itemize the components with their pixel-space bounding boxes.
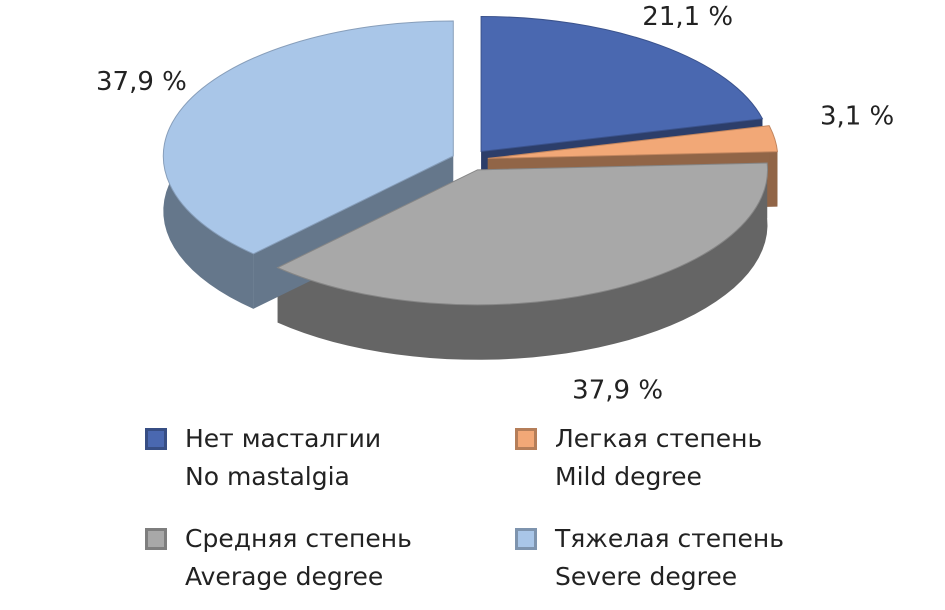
legend-item: Легкая степень Mild degree <box>515 420 762 496</box>
data-label: 37,9 % <box>96 67 187 97</box>
legend-label: Средняя степень Average degree <box>185 524 412 591</box>
slice <box>487 125 778 159</box>
legend-label: Нет масталгии No mastalgia <box>185 424 382 491</box>
legend-swatch <box>515 528 537 550</box>
legend-swatch <box>145 528 167 550</box>
data-label: 37,9 % <box>572 376 663 406</box>
slice <box>480 15 764 153</box>
legend-label: Легкая степень Mild degree <box>555 424 763 491</box>
slice-side <box>277 163 768 360</box>
legend-item: Тяжелая степень Severe degree <box>515 520 784 596</box>
data-label: 3,1 % <box>820 102 894 132</box>
legend-item: Средняя степень Average degree <box>145 520 412 596</box>
legend-item: Нет масталгии No mastalgia <box>145 420 381 496</box>
legend-swatch <box>145 428 167 450</box>
data-label: 21,1 % <box>642 2 733 32</box>
legend: Нет масталгии No mastalgia Легкая степень… <box>0 420 945 610</box>
legend-label: Тяжелая степень Severe degree <box>555 524 784 591</box>
slice <box>162 20 454 255</box>
chart: 21,1 % 3,1 % 37,9 % 37,9 % <box>96 2 894 406</box>
slice <box>276 162 769 306</box>
legend-swatch <box>515 428 537 450</box>
